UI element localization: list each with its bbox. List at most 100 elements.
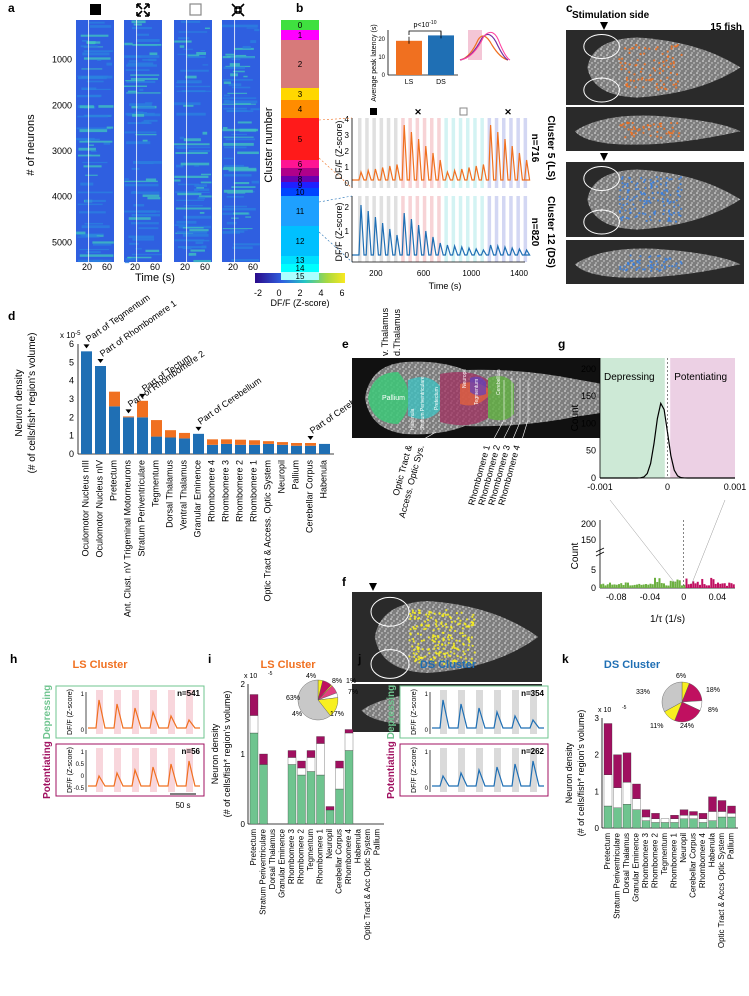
colorbar-tick: 2 <box>297 288 302 298</box>
k-category-label: Rhombomere 4 <box>698 832 707 888</box>
heatmap-stripe <box>128 217 151 220</box>
heatmap-stripe <box>233 212 249 215</box>
c-brain-ds-top-cell <box>673 205 676 208</box>
heatmap-stripe <box>223 142 254 146</box>
heatmap-stripe <box>230 56 254 58</box>
c-brain-ds-top-cell <box>639 191 642 194</box>
f-brain-top-cell <box>471 644 474 647</box>
cluster-number: 15 <box>296 272 305 281</box>
stim-shade <box>379 196 384 262</box>
c-brain-ls-side-cell <box>652 123 656 126</box>
k-bar-segment <box>632 798 641 810</box>
g-bot-bar <box>685 578 688 588</box>
heatmap-stripe <box>86 251 101 254</box>
f-brain-top-cell <box>448 629 452 632</box>
heatmap-stripe <box>223 107 247 110</box>
f-brain-top-cell <box>444 613 448 617</box>
heatmap-stripe <box>77 259 104 263</box>
k-category-label: Cerebellar Corpus <box>689 833 698 898</box>
c-brain-ls-top-cell <box>637 78 640 81</box>
c-brain-ds-side-cell <box>638 266 641 269</box>
trace-top-ylabel: DF/F (Z-score) <box>334 121 344 180</box>
c-brain-ds-top-cell <box>659 183 662 186</box>
f-brain-top-cell <box>424 627 427 630</box>
latency-category: LS <box>405 79 414 86</box>
c-brain-ls-side-cell <box>630 128 633 131</box>
heatmap-stripe <box>231 86 251 89</box>
stim-shade <box>480 196 484 262</box>
cluster-band-1 <box>281 30 319 40</box>
c-brain-ls-side-cell <box>622 123 625 126</box>
colorbar-tick: -2 <box>254 288 262 298</box>
c-brain-ls-top-cell <box>653 69 657 72</box>
g-bot-xtick: -0.08 <box>606 592 627 602</box>
c-brain-ds-top-cell <box>618 202 621 206</box>
c-brain-ds-side-cell <box>675 262 678 265</box>
f-brain-top-cell <box>413 617 416 620</box>
g-zoom-line-right <box>691 499 726 585</box>
c-brain-ls-top-cell <box>661 52 664 56</box>
c-brain-ls-side-cell <box>671 132 674 135</box>
heatmap-stripe <box>76 233 104 236</box>
c-brain-ds-top-cell <box>619 189 622 192</box>
c-brain-ls-top-cell <box>643 52 646 55</box>
g-bot-bar <box>683 584 686 588</box>
heatmap-stripe <box>183 104 194 107</box>
c-brain-ls-side-cell <box>656 135 659 138</box>
g-bot-bar <box>696 581 699 588</box>
f-brain-top-cell <box>445 609 448 612</box>
c-brain-ds-side-cell <box>632 262 635 266</box>
colorbar-tick: 0 <box>276 288 281 298</box>
c-brain-ds-top-cell <box>679 207 683 210</box>
heatmap-stripe <box>79 254 114 257</box>
f-brain-top-cell <box>417 611 421 614</box>
stim-shade <box>422 118 427 188</box>
heatmap-stripe <box>177 192 202 196</box>
heatmap-stripe <box>177 53 206 55</box>
c-brain-ls-top-cell <box>632 79 636 82</box>
heatmap-stripe <box>79 211 106 214</box>
k-pie-label: 8% <box>708 707 718 714</box>
panel-c-brain-maps <box>566 30 744 284</box>
heatmap-stripe <box>128 235 154 239</box>
g-bot-bar <box>656 581 659 588</box>
i-bar-segment <box>287 764 297 825</box>
heatmap-stripe <box>85 174 98 176</box>
c-brain-ds-top-cell <box>633 196 636 199</box>
heatmap-stripe <box>231 133 248 136</box>
c-brain-ls-top-cell <box>659 79 662 82</box>
heatmap-stripe <box>174 146 210 148</box>
f-brain-top-cell <box>438 612 441 615</box>
heatmap-stripe <box>145 102 153 104</box>
heatmap-stripe <box>130 191 160 194</box>
f-brain-top-eye-top <box>370 596 410 627</box>
heatmap-stripe <box>251 180 260 184</box>
c-brain-ds-top-cell <box>672 201 675 204</box>
f-brain-top-cell <box>461 634 465 638</box>
stim-shade <box>444 196 448 262</box>
f-brain-top-cell <box>427 613 431 616</box>
cluster-number: 10 <box>296 188 305 197</box>
heatmap-stripe <box>76 231 86 235</box>
latency-pvalue: p<10-10 <box>413 20 436 29</box>
g-top-xtick: 0.001 <box>724 482 747 492</box>
c-brain-ds-top-cell <box>675 199 678 202</box>
heatmap-stripe <box>175 164 184 168</box>
heatmap-stripe <box>126 92 161 94</box>
heatmap-stripe <box>124 210 160 213</box>
f-brain-top-cell <box>432 656 435 659</box>
i-bar-segment <box>344 750 354 825</box>
c-brain-ls-top-cell <box>675 86 678 89</box>
c-brain-ls-top-cell <box>656 46 659 49</box>
panel-f-stim-arrow-icon <box>369 583 377 591</box>
heatmap-stripe <box>237 121 252 124</box>
c-brain-ds-top-cell <box>648 215 652 218</box>
heatmap-stripe <box>204 27 210 30</box>
e-label-neuropil: Neuropil <box>462 369 468 388</box>
f-brain-top-cell <box>466 648 470 651</box>
f-brain-top-cell <box>455 639 458 642</box>
f-brain-top-cell <box>415 652 418 656</box>
stim-shade <box>473 118 477 188</box>
heatmap-stripe <box>223 79 253 81</box>
cluster5-n: n=716 <box>529 134 540 163</box>
